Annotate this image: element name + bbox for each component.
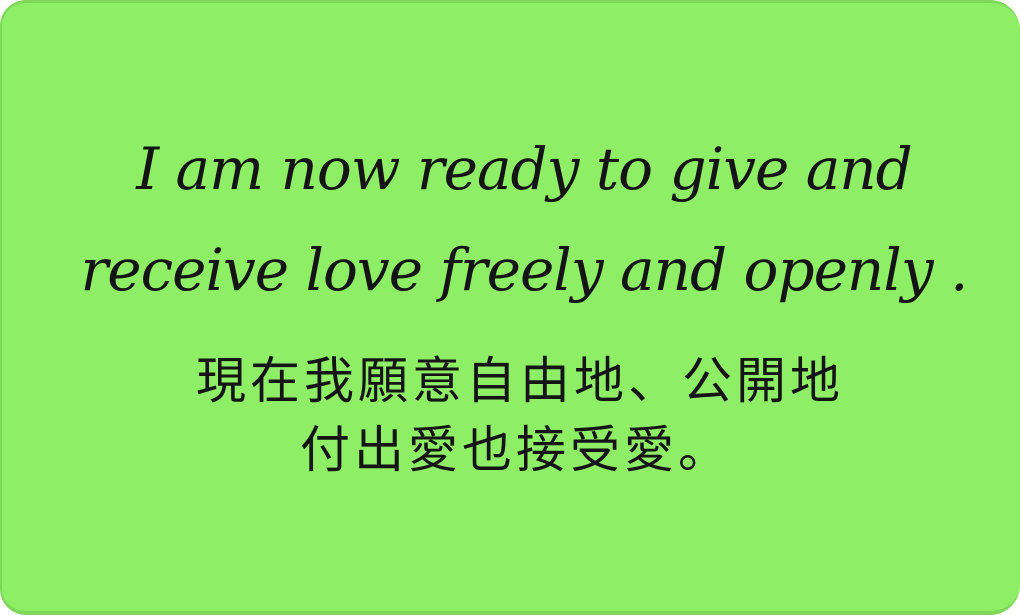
english-line-1: I am now ready to give and (136, 135, 913, 203)
english-line-2: receive love freely and openly . (80, 236, 969, 304)
chinese-line-1: 現在我願意自由地、公開地 (196, 352, 844, 410)
chinese-line-2: 付出愛也接受愛。 (300, 421, 732, 479)
